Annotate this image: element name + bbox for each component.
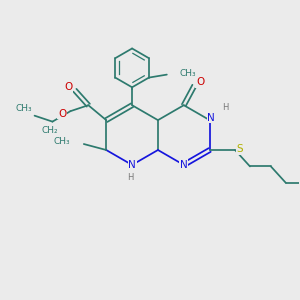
Text: N: N [180, 160, 188, 170]
Text: CH₃: CH₃ [16, 104, 32, 113]
Text: CH₃: CH₃ [54, 137, 70, 146]
Text: O: O [58, 109, 66, 118]
Text: S: S [236, 144, 243, 154]
Text: H: H [222, 103, 228, 112]
Text: CH₃: CH₃ [179, 69, 196, 78]
Text: O: O [64, 82, 72, 92]
Text: CH₂: CH₂ [41, 126, 58, 135]
Text: H: H [128, 173, 134, 182]
Text: N: N [128, 160, 136, 170]
Text: O: O [196, 77, 204, 87]
Text: N: N [207, 113, 215, 123]
